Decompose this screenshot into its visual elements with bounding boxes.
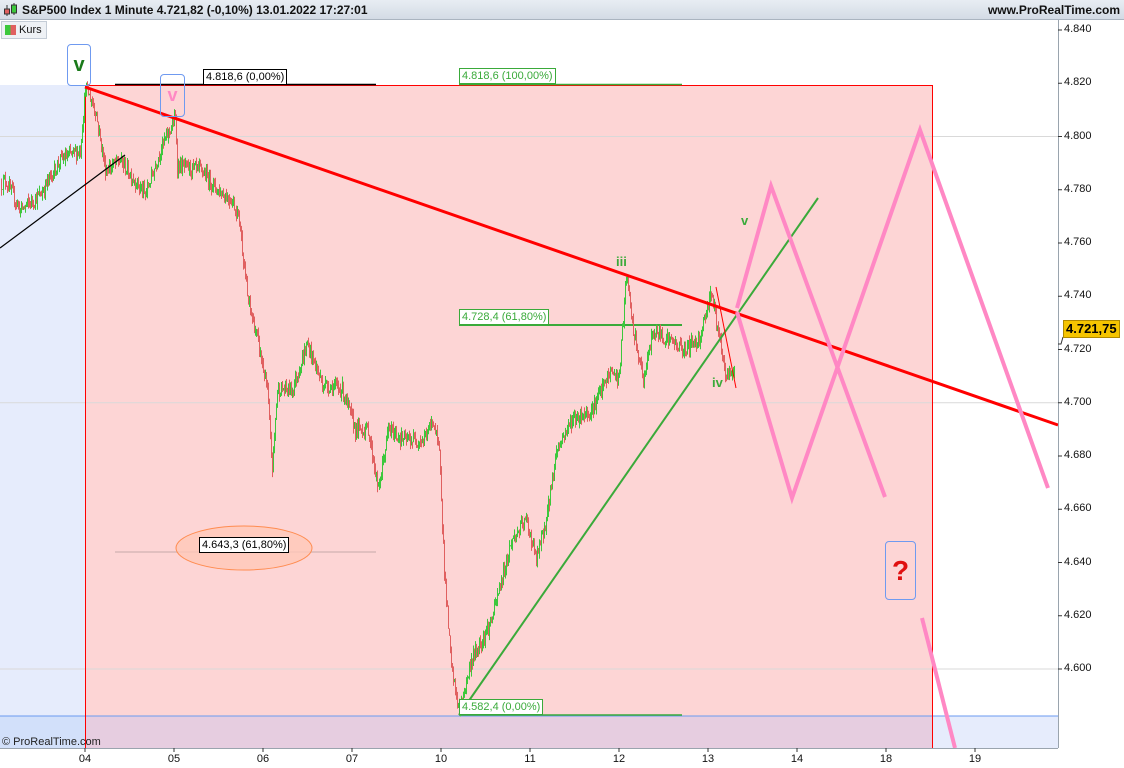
fib-label-green-100[interactable]: 4.818,6 (100,00%) [459, 68, 556, 84]
fib-label-green-61[interactable]: 4.728,4 (61,80%) [459, 309, 550, 325]
pink-projection-a[interactable] [735, 179, 887, 498]
y-tick-label: 4.720 [1064, 342, 1092, 355]
kurs-swatch-icon [5, 25, 16, 35]
y-tick-label: 4.680 [1064, 449, 1092, 461]
wave-label-iv[interactable]: iv [712, 375, 723, 390]
legend-label: Kurs [19, 24, 42, 36]
fib-label-black-0[interactable]: 4.818,6 (0,00%) [203, 69, 288, 85]
x-tick-label: 06 [256, 753, 270, 765]
x-tick-label: 11 [524, 753, 536, 765]
green-uptrend-line[interactable] [458, 197, 819, 716]
wave-v-text: v [73, 53, 85, 76]
candlestick-icon [4, 3, 17, 16]
wave-label-pink-v[interactable]: v [160, 74, 185, 117]
pink-projection-b[interactable] [735, 123, 1050, 505]
fib-label-61-orange[interactable]: 4.643,3 (61,80%) [199, 537, 290, 553]
black-trendline[interactable] [0, 154, 126, 249]
lower-band-overlap [85, 716, 932, 748]
candles [1, 81, 735, 717]
red-short-line [715, 286, 737, 389]
x-tick-label: 13 [701, 753, 715, 765]
price-tag-connector [1058, 336, 1064, 345]
x-tick-label: 10 [434, 753, 448, 765]
x-tick-label: 19 [968, 753, 982, 765]
y-tick-label: 4.840 [1064, 23, 1092, 35]
x-tick-label: 07 [345, 753, 359, 765]
x-tick-label: 12 [612, 753, 626, 765]
y-tick-label: 4.760 [1064, 236, 1092, 248]
chart-title: S&P500 Index 1 Minute 4.721,82 (-0,10%) … [22, 3, 368, 17]
wave-pink-v-text: v [167, 85, 178, 105]
y-tick-label: 4.800 [1064, 129, 1092, 142]
y-tick-label: 4.660 [1064, 502, 1092, 515]
x-tick-label: 18 [879, 753, 893, 765]
red-downtrend-line[interactable] [84, 85, 1059, 427]
y-tick-label: 4.600 [1064, 662, 1092, 674]
legend-kurs[interactable]: Kurs [1, 21, 47, 39]
y-tick-label: 4.780 [1064, 182, 1092, 195]
x-tick-label: 04 [78, 753, 92, 765]
y-tick-label: 4.820 [1064, 76, 1092, 89]
y-tick-label: 4.620 [1064, 608, 1092, 621]
copyright: © ProRealTime.com [2, 736, 101, 748]
axis-ticks [84, 29, 1062, 752]
last-price-tag: 4.721,75 [1063, 320, 1120, 338]
y-tick-label: 4.740 [1064, 289, 1092, 302]
question-mark-text: ? [891, 554, 910, 586]
x-tick-label: 14 [790, 753, 804, 765]
lower-band-left [0, 716, 85, 748]
wave-label-minor-v[interactable]: v [741, 213, 749, 228]
fib-label-green-0[interactable]: 4.582,4 (0,00%) [459, 699, 544, 715]
website-link[interactable]: www.ProRealTime.com [987, 3, 1120, 17]
chart-header: S&P500 Index 1 Minute 4.721,82 (-0,10%) … [0, 0, 1124, 20]
y-tick-label: 4.640 [1064, 555, 1092, 568]
pink-projection-c[interactable] [920, 617, 957, 749]
wave-label-iii[interactable]: iii [616, 254, 627, 269]
y-tick-label: 4.700 [1064, 395, 1092, 408]
question-mark-box[interactable]: ? [885, 541, 916, 600]
wave-label-major-v[interactable]: v [67, 44, 91, 86]
x-tick-label: 05 [167, 753, 181, 765]
target-zone [85, 85, 932, 716]
